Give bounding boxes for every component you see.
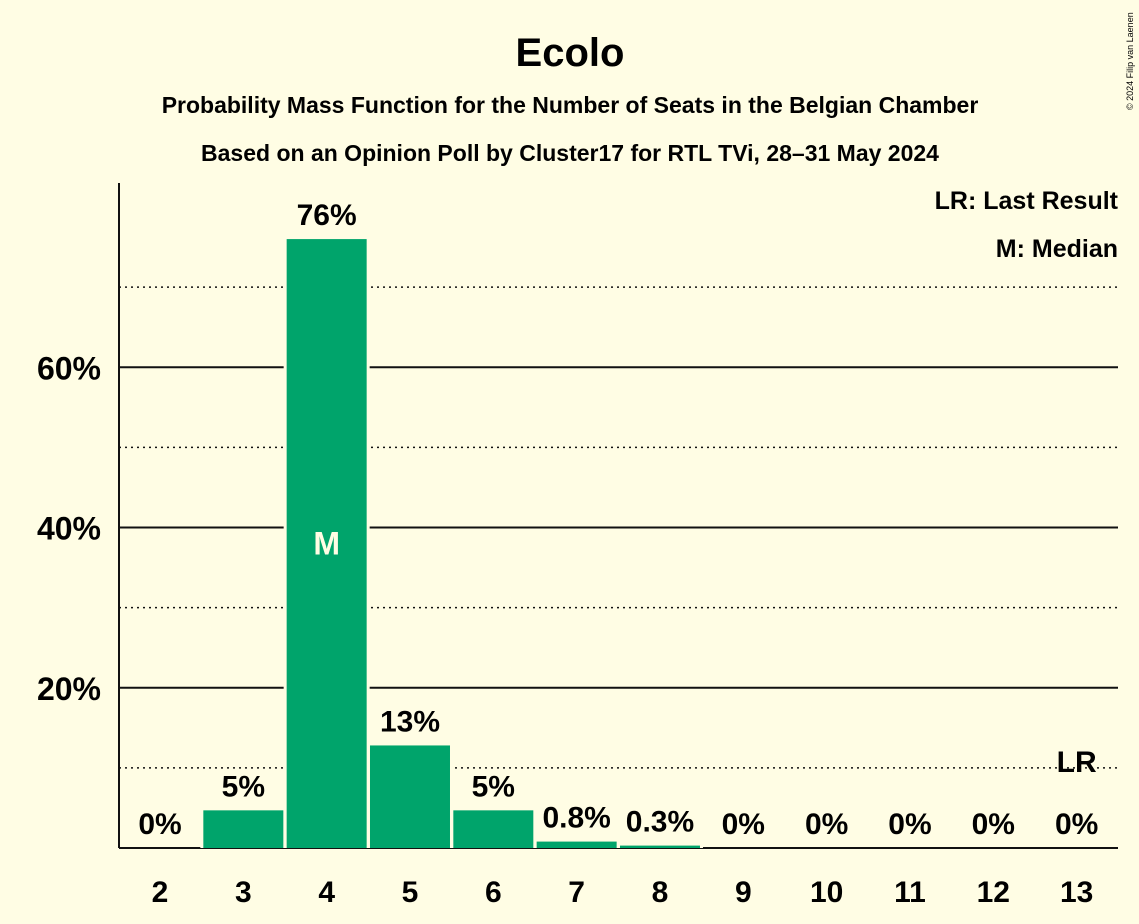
last-result-marker: LR	[1057, 746, 1097, 779]
x-tick-label: 3	[235, 876, 252, 909]
copyright-text: © 2024 Filip van Laenen	[1125, 12, 1135, 110]
y-tick-label: 20%	[37, 671, 101, 707]
bar-value-label: 5%	[222, 770, 265, 803]
y-tick-label: 60%	[37, 350, 101, 386]
bar-seat-3	[203, 810, 284, 848]
bar-layer	[200, 236, 703, 848]
bar-seat-8	[619, 845, 700, 848]
legend-median: M: Median	[996, 235, 1118, 263]
chart-title: Ecolo	[516, 31, 625, 75]
y-tick-label: 40%	[37, 511, 101, 547]
x-tick-label: 4	[318, 876, 335, 909]
grid-layer: 20% 40% 60%	[37, 183, 1118, 849]
bar-seat-5	[369, 745, 450, 848]
x-tick-label: 5	[402, 876, 419, 909]
legend-last-result: LR: Last Result	[935, 187, 1119, 215]
bar-value-label: 0%	[888, 808, 931, 841]
bar-value-label: 0%	[972, 808, 1015, 841]
x-tick-label: 11	[894, 876, 926, 909]
bar-value-label: 0%	[805, 808, 848, 841]
x-tick-label: 7	[568, 876, 585, 909]
bar-value-label: 0%	[138, 808, 181, 841]
x-tick-label: 9	[735, 876, 752, 909]
bar-value-label: 0%	[722, 808, 765, 841]
x-tick-label: 6	[485, 876, 502, 909]
x-tick-label: 2	[152, 876, 169, 909]
bar-seat-6	[453, 810, 534, 848]
bar-seat-7	[536, 841, 617, 848]
x-tick-label: 10	[810, 876, 843, 909]
bar-seat-4	[286, 239, 367, 848]
chart-subtitle-1: Probability Mass Function for the Number…	[162, 92, 979, 118]
bar-value-label: 76%	[297, 199, 357, 232]
bar-value-label: 0.3%	[626, 806, 694, 839]
x-tick-label: 8	[652, 876, 669, 909]
chart-subtitle-2: Based on an Opinion Poll by Cluster17 fo…	[201, 140, 939, 166]
bar-value-label: 0.8%	[542, 802, 610, 835]
x-tick-label: 13	[1060, 876, 1093, 909]
label-layer: 0% 2 5% 3 76% 4 M 13% 5 5% 6 0.8% 7 0.3% 8 0% 9 0% 10 0% 11 0…	[138, 199, 1098, 909]
bar-value-label: 13%	[380, 705, 440, 738]
median-marker: M	[313, 526, 340, 562]
bar-value-label: 0%	[1055, 808, 1098, 841]
bar-halo	[616, 842, 703, 848]
x-tick-label: 12	[977, 876, 1010, 909]
bar-value-label: 5%	[472, 770, 515, 803]
